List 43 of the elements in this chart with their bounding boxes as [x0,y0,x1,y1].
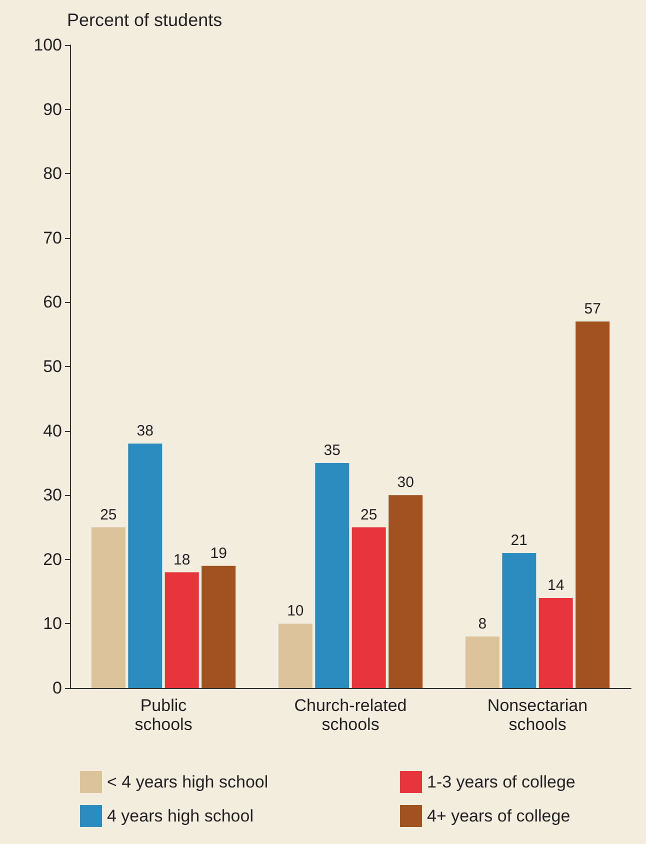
y-tick-label: 100 [34,36,62,54]
bar [91,527,126,688]
x-tick-label: Church-related schools [294,696,407,734]
data-label: 38 [136,422,154,440]
y-tick-label: 90 [43,100,62,119]
data-label: 57 [584,300,601,318]
legend-label: 1-3 years of college [427,772,576,792]
bar [465,636,500,688]
data-label: 19 [210,544,227,562]
legend-label: < 4 years high school [107,772,268,792]
data-label: 25 [100,506,117,524]
data-label: 14 [548,576,564,594]
y-axis-title: Percent of students [67,10,222,30]
bar [576,321,610,688]
data-label: 35 [324,442,340,459]
data-label: 8 [478,616,487,633]
y-tick-label: 10 [43,614,62,634]
bar [352,527,386,688]
y-tick-label: 20 [43,550,62,569]
legend-label: 4+ years of college [427,806,570,826]
x-tick-label: Nonsectarian schools [487,696,588,734]
y-tick-label: 0 [52,678,62,698]
bar [502,552,536,688]
bar [278,624,312,688]
y-tick-label: 60 [43,292,62,312]
data-label: 10 [287,602,304,620]
data-label: 30 [397,474,414,492]
data-label: 25 [360,506,378,524]
y-tick-label: 50 [43,357,62,376]
bar [388,495,423,688]
y-tick-label: 30 [43,486,62,505]
y-tick-label: 40 [43,421,62,440]
bar [128,444,162,688]
y-tick-label: 70 [43,228,62,248]
x-tick-label: Public schools [134,696,192,734]
y-tick-label: 80 [43,164,62,184]
data-label: 21 [510,532,528,549]
bar [202,566,236,688]
bar [538,598,573,688]
bar [164,572,199,688]
bar [315,462,350,688]
data-label: 18 [174,551,190,568]
legend-label: 4 years high school [107,806,254,826]
